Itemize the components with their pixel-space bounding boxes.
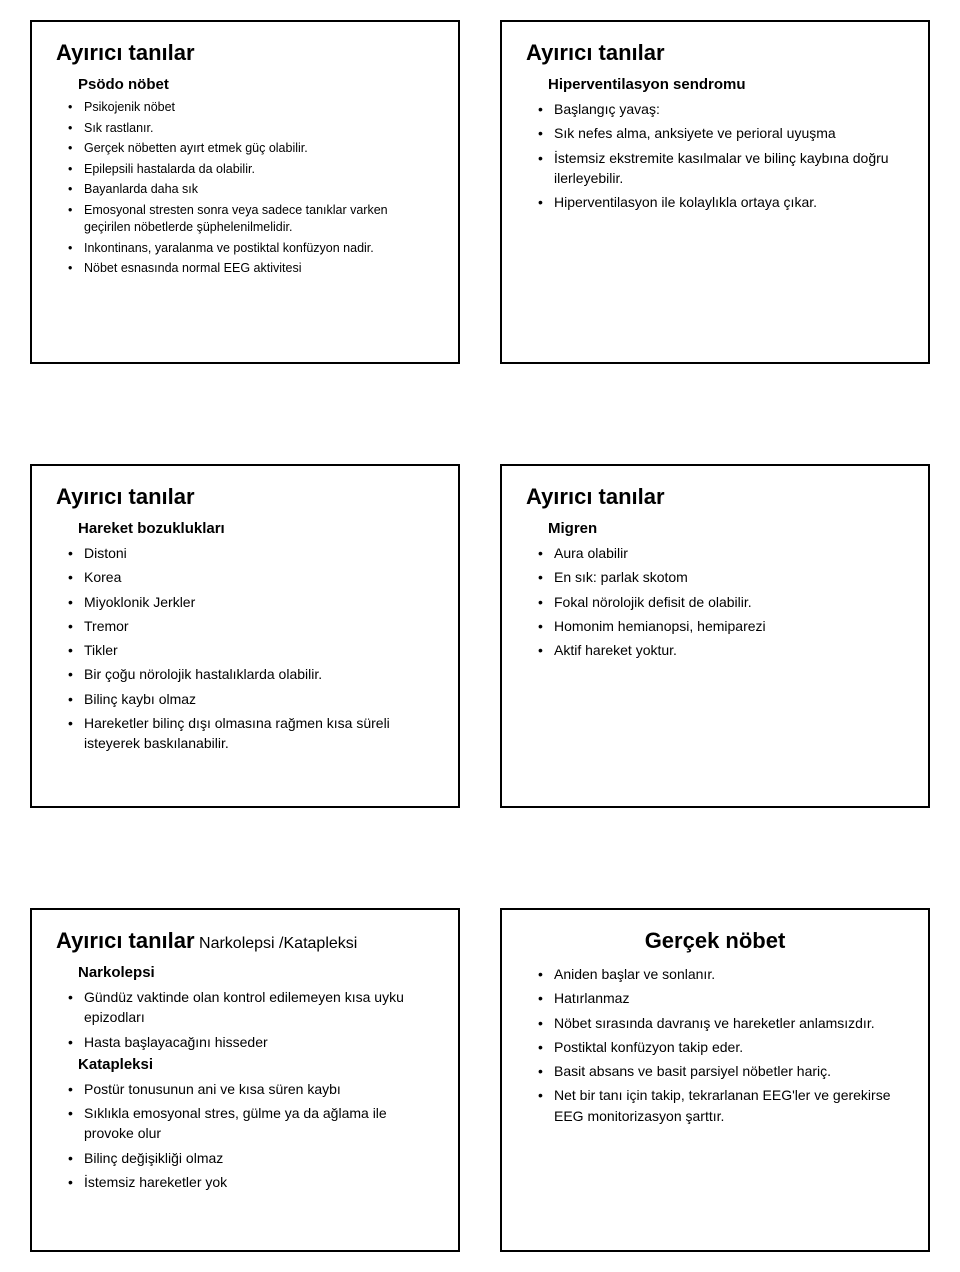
- list-item: Inkontinans, yaralanma ve postiktal konf…: [68, 240, 434, 258]
- sub-heading: Katapleksi: [78, 1056, 434, 1073]
- card-title: Ayırıcı tanılar: [56, 484, 434, 510]
- bullet-list: Başlangıç yavaş: Sık nefes alma, anksiye…: [526, 99, 904, 212]
- sub-heading: Psödo nöbet: [78, 76, 434, 93]
- slide-grid: Ayırıcı tanılar Psödo nöbet Psikojenik n…: [0, 0, 960, 1272]
- card-title: Ayırıcı tanılar: [56, 40, 434, 66]
- list-item: Miyoklonik Jerkler: [68, 592, 434, 612]
- list-item: En sık: parlak skotom: [538, 567, 904, 587]
- sub-heading: Migren: [548, 520, 904, 537]
- list-item: Emosyonal stresten sonra veya sadece tan…: [68, 202, 434, 237]
- list-item: Aura olabilir: [538, 543, 904, 563]
- list-item: Gündüz vaktinde olan kontrol edilemeyen …: [68, 987, 434, 1028]
- list-item: Fokal nörolojik defisit de olabilir.: [538, 592, 904, 612]
- bullet-list: Psikojenik nöbet Sık rastlanır. Gerçek n…: [56, 99, 434, 278]
- list-item: Hareketler bilinç dışı olmasına rağmen k…: [68, 713, 434, 754]
- sub-heading: Hiperventilasyon sendromu: [548, 76, 904, 93]
- bullet-list: Postür tonusunun ani ve kısa süren kaybı…: [56, 1079, 434, 1192]
- list-item: Psikojenik nöbet: [68, 99, 434, 117]
- list-item: Korea: [68, 567, 434, 587]
- list-item: Nöbet sırasında davranış ve hareketler a…: [538, 1013, 904, 1033]
- card-gercek-nobet: Gerçek nöbet Aniden başlar ve sonlanır. …: [500, 908, 930, 1252]
- list-item: Postür tonusunun ani ve kısa süren kaybı: [68, 1079, 434, 1099]
- card-psodo-nobet: Ayırıcı tanılar Psödo nöbet Psikojenik n…: [30, 20, 460, 364]
- card-title-suffix: Narkolepsi /Katapleksi: [195, 935, 358, 952]
- card-narkolepsi-katapleksi: Ayırıcı tanılar Narkolepsi /Katapleksi N…: [30, 908, 460, 1252]
- list-item: Postiktal konfüzyon takip eder.: [538, 1037, 904, 1057]
- sub-heading: Narkolepsi: [78, 964, 434, 981]
- list-item: Aktif hareket yoktur.: [538, 640, 904, 660]
- list-item: Epilepsili hastalarda da olabilir.: [68, 161, 434, 179]
- list-item: Sık nefes alma, anksiyete ve perioral uy…: [538, 123, 904, 143]
- list-item: Net bir tanı için takip, tekrarlanan EEG…: [538, 1085, 904, 1126]
- card-migren: Ayırıcı tanılar Migren Aura olabilir En …: [500, 464, 930, 808]
- list-item: Nöbet esnasında normal EEG aktivitesi: [68, 260, 434, 278]
- bullet-list: Aniden başlar ve sonlanır. Hatırlanmaz N…: [526, 964, 904, 1126]
- card-title: Ayırıcı tanılar: [56, 928, 195, 953]
- card-title: Ayırıcı tanılar: [526, 40, 904, 66]
- list-item: Tremor: [68, 616, 434, 636]
- list-item: Distoni: [68, 543, 434, 563]
- list-item: Hiperventilasyon ile kolaylıkla ortaya ç…: [538, 192, 904, 212]
- card-title: Gerçek nöbet: [526, 928, 904, 954]
- bullet-list: Gündüz vaktinde olan kontrol edilemeyen …: [56, 987, 434, 1052]
- list-item: Bir çoğu nörolojik hastalıklarda olabili…: [68, 664, 434, 684]
- card-hiperventilasyon: Ayırıcı tanılar Hiperventilasyon sendrom…: [500, 20, 930, 364]
- list-item: Tikler: [68, 640, 434, 660]
- list-item: Bilinç değişikliği olmaz: [68, 1148, 434, 1168]
- list-item: Sıklıkla emosyonal stres, gülme ya da ağ…: [68, 1103, 434, 1144]
- list-item: Hasta başlayacağını hisseder: [68, 1032, 434, 1052]
- list-item: İstemsiz hareketler yok: [68, 1172, 434, 1192]
- list-item: Basit absans ve basit parsiyel nöbetler …: [538, 1061, 904, 1081]
- card-title: Ayırıcı tanılar: [526, 484, 904, 510]
- card-hareket-bozukluklari: Ayırıcı tanılar Hareket bozuklukları Dis…: [30, 464, 460, 808]
- bullet-list: Aura olabilir En sık: parlak skotom Foka…: [526, 543, 904, 660]
- list-item: Homonim hemianopsi, hemiparezi: [538, 616, 904, 636]
- list-item: Hatırlanmaz: [538, 988, 904, 1008]
- card-title-row: Ayırıcı tanılar Narkolepsi /Katapleksi: [56, 928, 434, 954]
- list-item: Başlangıç yavaş:: [538, 99, 904, 119]
- list-item: İstemsiz ekstremite kasılmalar ve bilinç…: [538, 148, 904, 189]
- list-item: Bayanlarda daha sık: [68, 181, 434, 199]
- list-item: Sık rastlanır.: [68, 120, 434, 138]
- bullet-list: Distoni Korea Miyoklonik Jerkler Tremor …: [56, 543, 434, 754]
- list-item: Bilinç kaybı olmaz: [68, 689, 434, 709]
- list-item: Gerçek nöbetten ayırt etmek güç olabilir…: [68, 140, 434, 158]
- list-item: Aniden başlar ve sonlanır.: [538, 964, 904, 984]
- sub-heading: Hareket bozuklukları: [78, 520, 434, 537]
